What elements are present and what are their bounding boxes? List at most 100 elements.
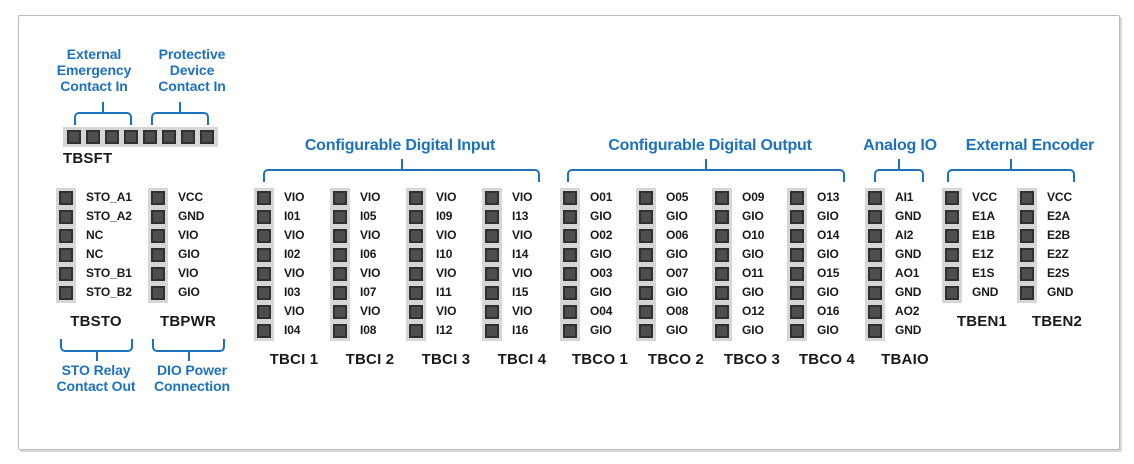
- pin-square: [333, 229, 347, 243]
- pin-square: [945, 286, 959, 300]
- pin-strip: [560, 188, 580, 341]
- pin-square: [485, 324, 499, 338]
- connector-label: TBCO 4: [798, 351, 856, 368]
- pin-square: [485, 267, 499, 281]
- pin-square: [639, 229, 653, 243]
- pin-label: VIO: [512, 190, 533, 204]
- pin-square: [715, 229, 729, 243]
- pin-square: [868, 210, 882, 224]
- pin-square: [257, 267, 271, 281]
- pin-label: STO_A1: [86, 190, 132, 204]
- pin-label-column: O05 GIO O06 GIO O07 GIO O08 GIO: [666, 188, 716, 340]
- pin-square: [151, 286, 165, 300]
- connector-body: VIO I01 VIO I02 VIO I03 VIO I04: [254, 188, 334, 341]
- pin-strip: [942, 188, 962, 303]
- connector-body: VCC E1A E1B E1Z E1S GND: [942, 188, 1022, 303]
- pin-square: [409, 248, 423, 262]
- pin-strip: [406, 188, 426, 341]
- pin-label: VIO: [284, 228, 305, 242]
- pin-label: VIO: [512, 228, 533, 242]
- bracket-analog-io: [874, 159, 924, 182]
- pin-square: [790, 248, 804, 262]
- pin-label: O09: [742, 190, 765, 204]
- pin-square: [333, 248, 347, 262]
- connector-label: TBPWR: [160, 313, 216, 330]
- group-title-external-encoder: External Encoder: [965, 137, 1095, 154]
- pin-square: [257, 248, 271, 262]
- connector-body: O05 GIO O06 GIO O07 GIO O08 GIO: [636, 188, 716, 341]
- pin-label: AI1: [895, 190, 914, 204]
- connector-tbco2: O05 GIO O06 GIO O07 GIO O08 GIO TBCO 2: [636, 188, 716, 368]
- bracket-external-encoder: [947, 159, 1075, 182]
- connector-body: VCC E2A E2B E2Z E2S GND: [1017, 188, 1097, 303]
- pin-label: AO1: [895, 266, 920, 280]
- pin-square: [162, 130, 176, 144]
- pin-square: [257, 324, 271, 338]
- pin-square: [333, 305, 347, 319]
- pin-label: I01: [284, 209, 301, 223]
- connector-body: STO_A1 STO_A2 NC NC STO_B1 STO_B2: [56, 188, 136, 303]
- pin-label: I08: [360, 323, 377, 337]
- connector-body: VIO I05 VIO I06 VIO I07 VIO I08: [330, 188, 410, 341]
- pin-square: [868, 191, 882, 205]
- pin-label: VIO: [178, 266, 199, 280]
- pin-square: [715, 248, 729, 262]
- pin-label-column: AI1 GND AI2 GND AO1 GND AO2 GND: [895, 188, 945, 340]
- pin-label: VIO: [360, 190, 381, 204]
- pin-label: GND: [895, 285, 922, 299]
- pin-square: [945, 267, 959, 281]
- connector-tbco3: O09 GIO O10 GIO O11 GIO O12 GIO TBCO 3: [712, 188, 792, 368]
- pin-square: [715, 324, 729, 338]
- pin-label: GND: [895, 323, 922, 337]
- pin-square: [333, 286, 347, 300]
- pin-label-column: VIO I01 VIO I02 VIO I03 VIO I04: [284, 188, 334, 340]
- pin-square: [257, 229, 271, 243]
- pin-label: GIO: [742, 247, 764, 261]
- tbsft-strip: [63, 127, 218, 147]
- pin-square: [59, 286, 73, 300]
- connector-body: VIO I09 VIO I10 VIO I11 VIO I12: [406, 188, 486, 341]
- pin-label-column: O13 GIO O14 GIO O15 GIO O16 GIO: [817, 188, 867, 340]
- pin-label: VCC: [1047, 190, 1073, 204]
- pin-square: [945, 191, 959, 205]
- connector-tbci4: VIO I13 VIO I14 VIO I15 VIO I16 TBCI 4: [482, 188, 562, 368]
- pin-square: [563, 191, 577, 205]
- pin-label: O16: [817, 304, 840, 318]
- pin-label: GIO: [178, 285, 200, 299]
- pin-label: VIO: [512, 304, 533, 318]
- pin-square: [59, 191, 73, 205]
- pin-square: [409, 267, 423, 281]
- connector-body: VCC GND VIO GIO VIO GIO: [148, 188, 228, 303]
- pin-label: E1S: [972, 266, 995, 280]
- pin-label: AI2: [895, 228, 914, 242]
- pin-square: [409, 210, 423, 224]
- pin-strip: [787, 188, 807, 341]
- pin-strip: [330, 188, 350, 341]
- pin-label-column: STO_A1 STO_A2 NC NC STO_B1 STO_B2: [86, 188, 136, 302]
- pin-label: O02: [590, 228, 613, 242]
- pin-strip: [865, 188, 885, 341]
- pin-strip: [712, 188, 732, 341]
- pin-square: [868, 286, 882, 300]
- pin-label: O15: [817, 266, 840, 280]
- pin-label-column: VCC E2A E2B E2Z E2S GND: [1047, 188, 1097, 302]
- pin-square: [563, 210, 577, 224]
- pin-label-column: VCC GND VIO GIO VIO GIO: [178, 188, 228, 302]
- pin-label: GIO: [590, 247, 612, 261]
- pin-square: [409, 305, 423, 319]
- connector-tbaio: AI1 GND AI2 GND AO1 GND AO2 GND TBAIO: [865, 188, 945, 368]
- pin-square: [790, 286, 804, 300]
- pin-label: NC: [86, 228, 104, 242]
- pin-square: [715, 305, 729, 319]
- pin-label: GND: [1047, 285, 1074, 299]
- pin-label: GIO: [742, 323, 764, 337]
- pin-label-column: VCC E1A E1B E1Z E1S GND: [972, 188, 1022, 302]
- connector-label-tbsft: TBSFT: [63, 150, 113, 167]
- pin-label: O12: [742, 304, 765, 318]
- pin-square: [151, 210, 165, 224]
- pin-label: AO2: [895, 304, 920, 318]
- pin-label: I13: [512, 209, 529, 223]
- pin-label: VIO: [178, 228, 199, 242]
- pin-strip: [1017, 188, 1037, 303]
- pin-label: E2A: [1047, 209, 1071, 223]
